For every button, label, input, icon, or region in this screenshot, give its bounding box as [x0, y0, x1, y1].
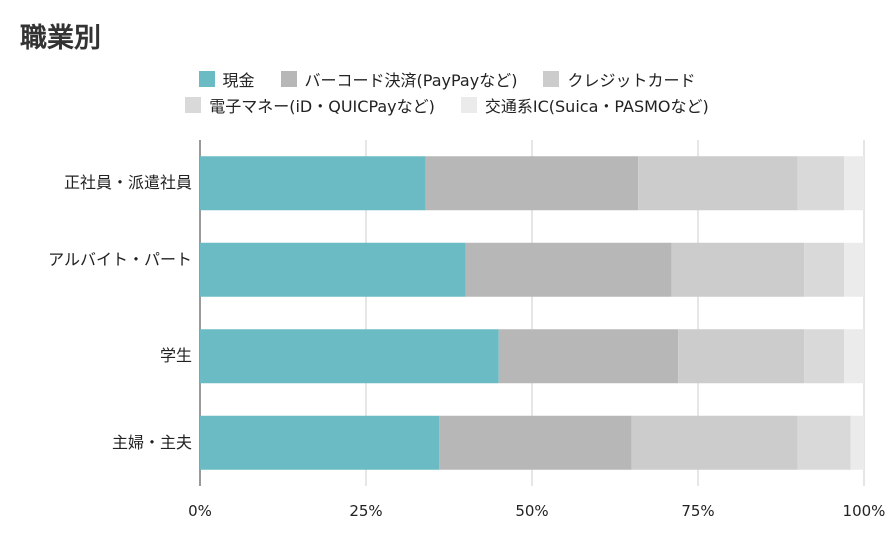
- bar-segment: [797, 156, 845, 211]
- bar-segment: [804, 329, 845, 384]
- bar-segment: [671, 242, 805, 297]
- legend-label: 電子マネー(iD・QUICPayなど): [209, 97, 435, 116]
- legend-row: 現金 バーコード決済(PayPayなど) クレジットカード: [0, 66, 894, 92]
- legend-item: バーコード決済(PayPayなど): [280, 67, 518, 91]
- legend-swatch: [198, 71, 215, 87]
- bar-segment: [638, 156, 798, 211]
- bar-segment: [631, 415, 798, 470]
- legend-item: クレジットカード: [543, 67, 695, 91]
- x-tick-label: 50%: [515, 502, 548, 520]
- chart-title: 職業別: [20, 23, 101, 54]
- x-tick-label: 100%: [843, 502, 886, 520]
- legend-row: 電子マネー(iD・QUICPayなど) 交通系IC(Suica・PASMOなど): [0, 92, 894, 118]
- legend-item: 現金: [198, 67, 255, 91]
- bar-segment: [200, 242, 466, 297]
- bar-segment: [797, 415, 851, 470]
- legend-item: 交通系IC(Suica・PASMOなど): [460, 93, 709, 117]
- bar-segment: [844, 329, 864, 384]
- legend-swatch: [185, 97, 202, 113]
- bar-segment: [844, 156, 864, 211]
- legend-label: クレジットカード: [567, 71, 696, 90]
- y-tick-label: 正社員・派遣社員: [63, 173, 192, 193]
- y-tick-label: アルバイト・パート: [48, 249, 192, 269]
- y-tick-label: 主婦・主夫: [111, 432, 192, 452]
- bar-segment: [465, 242, 672, 297]
- legend-label: 交通系IC(Suica・PASMOなど): [484, 97, 709, 116]
- bar-segment: [425, 156, 639, 211]
- bar-segment: [804, 242, 845, 297]
- bar-segment: [200, 415, 440, 470]
- bar-segment: [498, 329, 679, 384]
- bar-segment: [678, 329, 805, 384]
- bar-segment: [439, 415, 632, 470]
- legend-label: バーコード決済(PayPayなど): [304, 71, 518, 90]
- bar-segment: [200, 329, 499, 384]
- bar-segment: [850, 415, 864, 470]
- bar-segment: [200, 156, 426, 211]
- x-tick-label: 0%: [188, 502, 212, 520]
- legend-swatch: [460, 97, 477, 113]
- bar-segment: [844, 242, 864, 297]
- x-tick-label: 25%: [349, 502, 382, 520]
- x-tick-label: 75%: [681, 502, 714, 520]
- legend-swatch: [543, 71, 560, 87]
- legend-label: 現金: [222, 71, 255, 90]
- legend-item: 電子マネー(iD・QUICPayなど): [185, 93, 435, 117]
- y-tick-label: 学生: [159, 346, 192, 366]
- legend: 現金 バーコード決済(PayPayなど) クレジットカード電子マネー(iD・QUIC…: [0, 66, 894, 118]
- legend-swatch: [280, 71, 297, 87]
